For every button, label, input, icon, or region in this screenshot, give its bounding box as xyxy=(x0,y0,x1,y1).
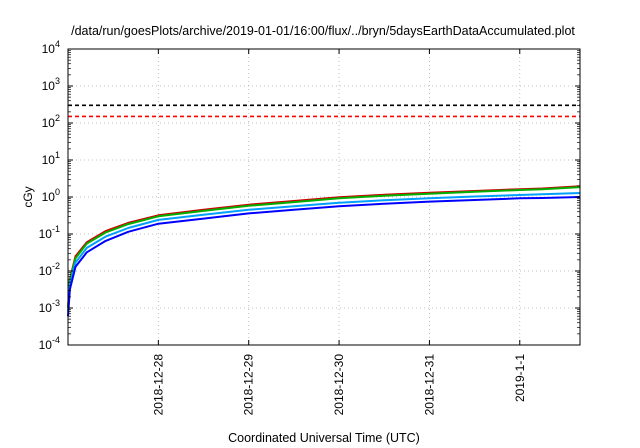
y-tick-label: 10-2 xyxy=(39,261,60,278)
y-tick-label: 104 xyxy=(42,39,60,56)
y-tick-label: 101 xyxy=(42,150,60,167)
y-tick-label: 10-3 xyxy=(39,298,60,315)
y-tick-label: 10-4 xyxy=(39,335,60,352)
reference-lines xyxy=(68,104,580,118)
x-axis-ticks: 2018-12-28 2018-12-29 2018-12-30 2018-12-31… xyxy=(151,49,527,416)
x-tick-label: 2019-1-1 xyxy=(513,354,527,402)
x-tick-label: 2018-12-28 xyxy=(151,354,165,416)
grid xyxy=(68,49,580,345)
y-axis-ticks: 10-4 10-3 10-2 10-1 100 101 102 103 104 xyxy=(39,39,580,352)
chart-title: /data/run/goesPlots/archive/2019-01-01/1… xyxy=(71,24,575,38)
x-tick-label: 2018-12-30 xyxy=(332,354,346,416)
series-line xyxy=(67,192,581,312)
y-tick-label: 103 xyxy=(42,76,60,93)
plot-frame xyxy=(67,48,581,346)
series-line xyxy=(67,186,581,309)
y-tick-label: 10-1 xyxy=(39,224,60,241)
series-line xyxy=(67,196,581,317)
y-tick-label: 100 xyxy=(42,187,60,204)
series-group xyxy=(67,185,581,317)
x-tick-label: 2018-12-31 xyxy=(422,354,436,416)
x-axis-label: Coordinated Universal Time (UTC) xyxy=(228,431,420,445)
y-tick-label: 102 xyxy=(42,113,60,130)
y-axis-label: cGy xyxy=(21,186,35,207)
x-tick-label: 2018-12-29 xyxy=(242,354,256,416)
